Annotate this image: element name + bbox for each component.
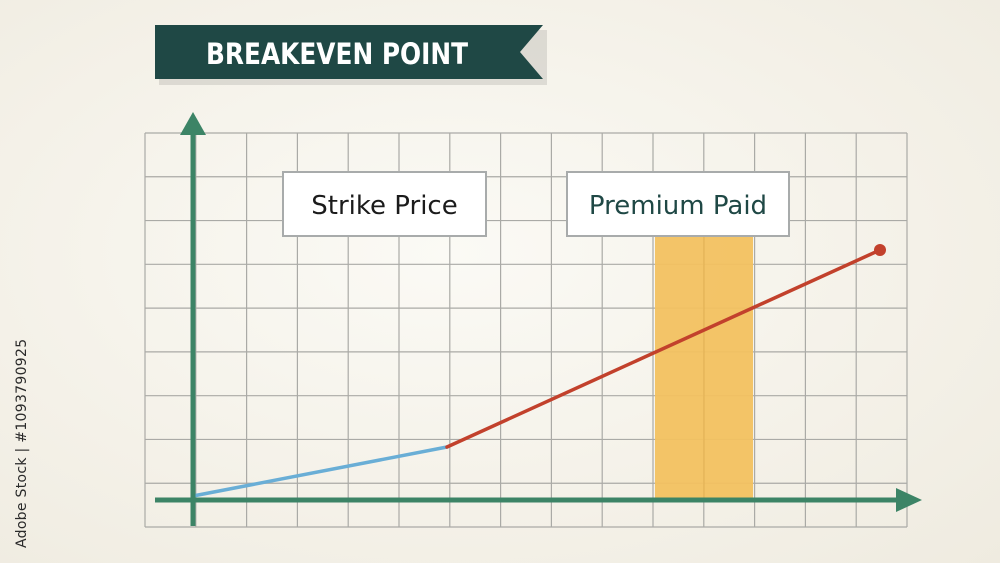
stock-watermark: Adobe Stock | #1093790925 [14,338,30,548]
x-axis-arrow-icon [896,488,922,512]
premium-paid-label: Premium Paid [589,191,767,221]
post-strike-payoff-line [445,248,882,449]
title-banner: BREAKEVEN POINT [155,25,547,85]
title-banner-shape [155,25,543,79]
premium-paid-box [566,171,790,237]
x-axis [155,488,922,512]
pre-strike-payoff-line [191,445,449,498]
strike-price-box [282,171,487,237]
title-text: BREAKEVEN POINT [206,37,468,71]
strike-price-label-box: Strike Price [282,171,487,237]
grid [144,132,908,528]
y-axis-arrow-icon [180,112,206,135]
y-axis [180,112,206,526]
strike-price-label: Strike Price [311,191,457,221]
endpoint-dot-icon [874,244,886,256]
premium-paid-label-box: Premium Paid [566,171,790,237]
